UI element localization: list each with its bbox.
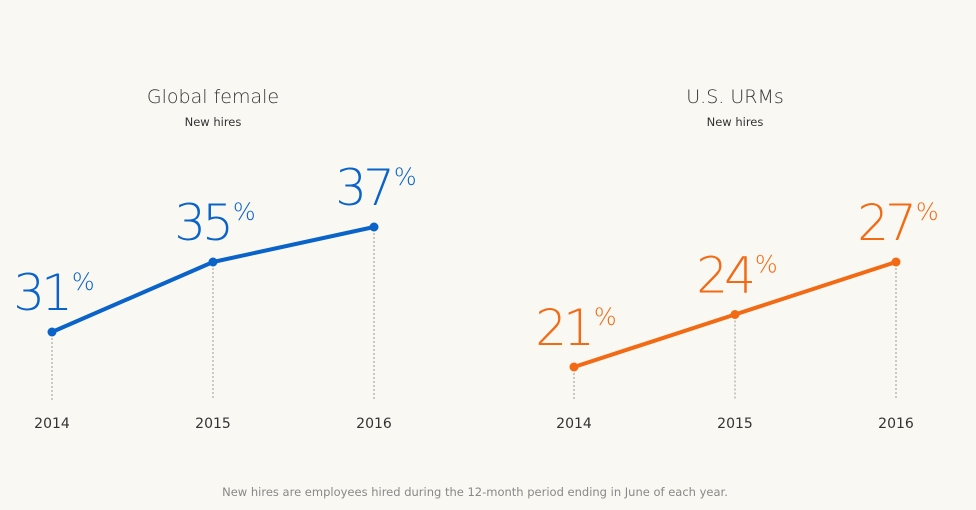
data-label: 27% xyxy=(857,194,938,252)
x-tick-label: 2014 xyxy=(556,416,592,432)
x-tick-label: 2015 xyxy=(195,416,231,432)
data-label: 37% xyxy=(335,159,416,217)
chart-title: Global female xyxy=(147,86,279,108)
data-label: 31% xyxy=(13,264,94,322)
x-tick-label: 2014 xyxy=(34,416,70,432)
us-urms-chart: U.S. URMs New hires 2014 21 % 2015 24 % 2016 27… xyxy=(535,86,938,432)
data-point xyxy=(208,257,218,267)
global-female-chart: Global female New hires 2014 31 % 2015 35 % 20… xyxy=(13,86,416,432)
chart-title: U.S. URMs xyxy=(686,86,784,108)
data-point xyxy=(369,222,379,232)
data-point xyxy=(891,257,901,267)
data-point xyxy=(47,327,57,337)
x-tick-label: 2015 xyxy=(717,416,753,432)
data-label: 35% xyxy=(174,194,255,252)
chart-subtitle: New hires xyxy=(707,115,764,129)
data-point xyxy=(730,310,740,319)
footnote: New hires are employees hired during the… xyxy=(222,485,728,499)
x-tick-label: 2016 xyxy=(356,416,392,432)
data-label: 21% xyxy=(535,299,616,357)
data-point xyxy=(569,362,579,372)
chart-subtitle: New hires xyxy=(185,115,242,129)
data-label: 24% xyxy=(696,247,777,305)
x-tick-label: 2016 xyxy=(878,416,914,432)
